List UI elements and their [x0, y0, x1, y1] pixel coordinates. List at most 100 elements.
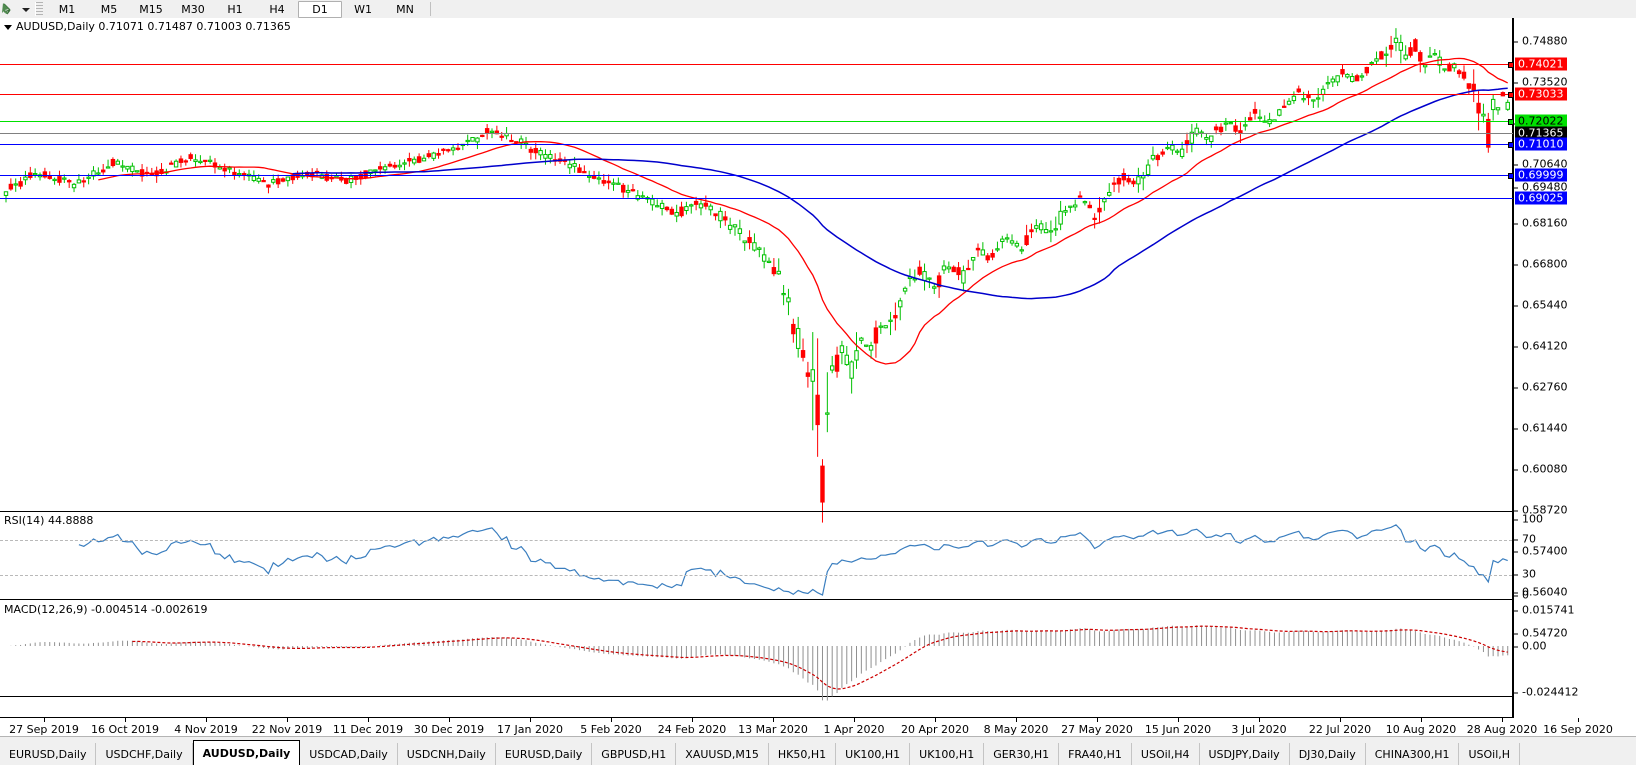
chart-tab-label: USDJPY,Daily	[1208, 747, 1280, 761]
level-handle[interactable]	[1508, 62, 1514, 68]
time-label: 17 Jan 2020	[497, 723, 563, 736]
time-label: 24 Feb 2020	[657, 723, 727, 736]
macd-tick: -0.024412	[1514, 686, 1578, 699]
time-tick	[1421, 718, 1422, 722]
timeframe-m30-label: M30	[181, 2, 205, 16]
rsi-plot	[78, 524, 1508, 596]
level-line-resistance-2[interactable]	[0, 92, 1514, 98]
level-handle[interactable]	[1508, 92, 1514, 98]
timeframe-m15[interactable]: M15	[130, 1, 172, 17]
chart-tab-bar[interactable]: EURUSD,Daily USDCHF,Daily AUDUSD,Daily USDC…	[0, 736, 1636, 765]
chart-tab-label: USDCAD,Daily	[309, 747, 388, 761]
price-pane[interactable]: AUDUSD,Daily 0.71071 0.71487 0.71003 0.7…	[0, 18, 1514, 523]
price-tag-support-1[interactable]: 0.71010	[1515, 137, 1567, 151]
price-axis[interactable]: 0.748800.735200.721600.706400.694800.681…	[1513, 18, 1636, 718]
rsi-label: RSI(14) 44.8888	[4, 514, 94, 527]
chart-tab-usdcad-daily[interactable]: USDCAD,Daily	[300, 743, 398, 765]
chart-tab-label: UK100,H1	[919, 747, 975, 761]
time-label: 4 Nov 2019	[174, 723, 238, 736]
chart-tab-usoil-h[interactable]: USOil,H	[1459, 743, 1521, 765]
chart-container[interactable]: AUDUSD,Daily 0.71071 0.71487 0.71003 0.7…	[0, 18, 1636, 736]
toolbar-separator	[430, 2, 431, 16]
level-line-support-1[interactable]	[0, 142, 1514, 148]
level-line-bid-line[interactable]	[0, 133, 1513, 134]
chart-tab-label: EURUSD,Daily	[9, 747, 87, 761]
price-tick: 0.66800	[1514, 258, 1568, 271]
timeframe-mn[interactable]: MN	[384, 1, 426, 17]
macd-tick: 0.00	[1514, 640, 1547, 653]
price-tick: 0.65440	[1514, 299, 1568, 312]
chart-tab-hk50-h1[interactable]: HK50,H1	[769, 743, 837, 765]
chart-tab-label: FRA40,H1	[1068, 747, 1122, 761]
chart-tab-label: HK50,H1	[777, 747, 827, 761]
time-label: 1 Apr 2020	[823, 723, 885, 736]
chart-tab-uk100-h1[interactable]: UK100,H1	[836, 743, 911, 765]
chart-tab-china300-h1[interactable]: CHINA300,H1	[1366, 743, 1460, 765]
rsi-tick: 70	[1514, 533, 1536, 546]
timeframe-h1[interactable]: H1	[214, 1, 256, 17]
chart-plot-frame[interactable]: AUDUSD,Daily 0.71071 0.71487 0.71003 0.7…	[0, 18, 1514, 718]
chart-tab-ger30-h1[interactable]: GER30,H1	[984, 743, 1060, 765]
time-label: 15 Jun 2020	[1144, 723, 1212, 736]
time-tick	[1340, 718, 1341, 722]
symbol-collapse-icon[interactable]	[4, 24, 12, 30]
level-line-support-3[interactable]	[0, 198, 1513, 199]
chart-tab-audusd-daily[interactable]: AUDUSD,Daily	[192, 740, 301, 765]
price-tag-resistance-1[interactable]: 0.74021	[1515, 57, 1567, 71]
timeframe-w1-label: W1	[354, 2, 372, 16]
rsi-pane[interactable]: RSI(14) 44.8888	[0, 511, 1512, 600]
timeframe-d1[interactable]: D1	[298, 0, 342, 18]
macd-pane[interactable]: MACD(12,26,9) -0.004514 -0.002619	[0, 601, 1512, 701]
macd-tick: 0.015741	[1514, 604, 1575, 617]
time-axis[interactable]: 27 Sep 2019 16 Oct 2019 4 Nov 2019 22 Nov 2…	[0, 718, 1613, 736]
level-handle[interactable]	[1508, 119, 1514, 125]
level-line-resistance-1[interactable]	[0, 62, 1514, 68]
price-tag-pivot-green[interactable]: 0.72022	[1515, 114, 1567, 128]
timeframe-mn-label: MN	[396, 2, 414, 16]
chart-tab-eurusd-daily[interactable]: EURUSD,Daily	[0, 743, 97, 765]
chart-tab-eurusd-daily[interactable]: EURUSD,Daily	[496, 743, 593, 765]
time-tick	[44, 718, 45, 722]
timeframe-m5-label: M5	[100, 2, 118, 16]
chart-tab-usdjpy-daily[interactable]: USDJPY,Daily	[1200, 743, 1290, 765]
price-tick: 0.56040	[1514, 586, 1568, 599]
timeframe-m1[interactable]: M1	[46, 1, 88, 17]
chart-tab-fra40-h1[interactable]: FRA40,H1	[1059, 743, 1132, 765]
chart-tab-xauusd-m15[interactable]: XAUUSD,M15	[676, 743, 769, 765]
chart-tab-usoil-h4[interactable]: USOil,H4	[1132, 743, 1200, 765]
level-line-support-2[interactable]	[0, 173, 1514, 179]
price-tick: 0.73520	[1514, 76, 1568, 89]
chart-header-text: AUDUSD,Daily 0.71071 0.71487 0.71003 0.7…	[16, 20, 291, 33]
price-tag-resistance-2[interactable]: 0.73033	[1515, 87, 1567, 101]
price-tag-support-2[interactable]: 0.69999	[1515, 168, 1567, 182]
level-handle[interactable]	[1508, 173, 1514, 179]
chart-tab-usdcnh-daily[interactable]: USDCNH,Daily	[398, 743, 496, 765]
chart-tab-label: USDCHF,Daily	[105, 747, 183, 761]
chart-tab-label: USOil,H	[1468, 747, 1511, 761]
time-label: 27 Sep 2019	[9, 723, 79, 736]
level-handle[interactable]	[1508, 142, 1514, 148]
time-tick	[287, 718, 288, 722]
toolbar-grip[interactable]	[35, 2, 43, 16]
time-tick	[125, 718, 126, 722]
chart-tab-label: DJ30,Daily	[1298, 747, 1356, 761]
chart-tab-dj30-daily[interactable]: DJ30,Daily	[1290, 743, 1366, 765]
timeframe-h4-label: H4	[269, 2, 285, 16]
price-tag-support-3[interactable]: 0.69025	[1515, 191, 1567, 205]
price-tag-bid-line[interactable]: 0.71365	[1515, 126, 1567, 140]
timeframe-h4[interactable]: H4	[256, 1, 298, 17]
level-line-pivot-green[interactable]	[0, 119, 1514, 125]
timeframe-m30[interactable]: M30	[172, 1, 214, 17]
timeframe-w1[interactable]: W1	[342, 1, 384, 17]
timeframe-m5[interactable]: M5	[88, 1, 130, 17]
rsi-guide-30	[0, 575, 1512, 576]
toolbar-dropdown-icon[interactable]	[19, 1, 32, 17]
time-label: 22 Jul 2020	[1308, 723, 1372, 736]
timeframe-m15-label: M15	[139, 2, 163, 16]
crosshair-icon[interactable]	[1, 1, 19, 17]
chart-tab-uk100-h1[interactable]: UK100,H1	[910, 743, 985, 765]
chart-tab-usdchf-daily[interactable]: USDCHF,Daily	[96, 743, 193, 765]
chart-header: AUDUSD,Daily 0.71071 0.71487 0.71003 0.7…	[4, 20, 291, 33]
chart-tab-gbpusd-h1[interactable]: GBPUSD,H1	[592, 743, 677, 765]
